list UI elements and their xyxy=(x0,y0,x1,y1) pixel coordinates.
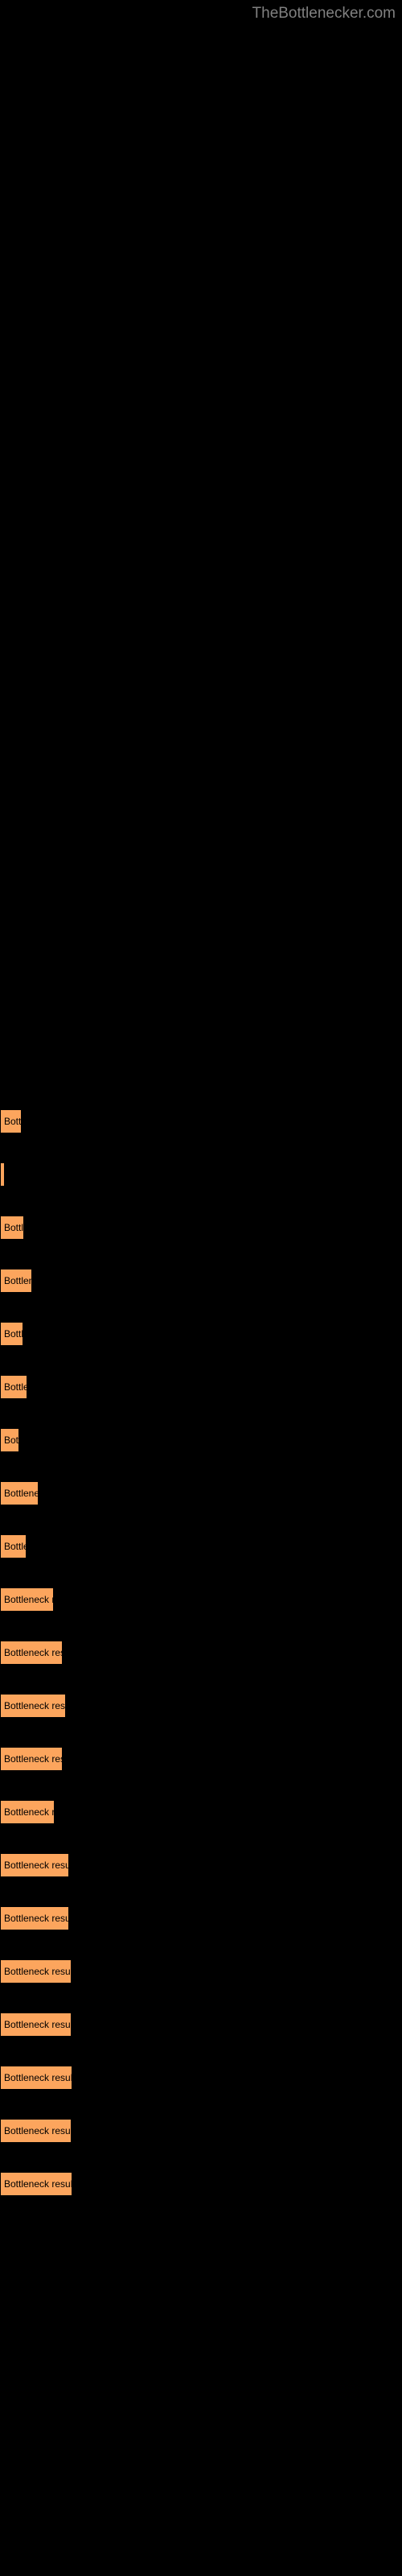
bar: Bottleneck result xyxy=(0,1269,32,1293)
bar-label: Bottleneck result xyxy=(4,2178,72,2190)
bar-row: Bottleneck result xyxy=(0,2164,402,2211)
bar-row: Bottleneck result xyxy=(0,1473,402,1520)
bar: Bottleneck result xyxy=(0,1428,19,1452)
bar-row: Bottleneck result xyxy=(0,1154,402,1201)
bar: Bottleneck result xyxy=(0,1800,55,1824)
bar: Bottleneck result xyxy=(0,2172,72,2196)
bar: Bottleneck result xyxy=(0,1641,63,1665)
bar-label: Bottleneck result xyxy=(4,1435,19,1446)
bar-label: Bottleneck result xyxy=(4,2125,72,2136)
bar-label: Bottleneck result xyxy=(4,1647,63,1658)
bar-row: Bottleneck result xyxy=(0,1101,402,1148)
bar: Bottleneck result xyxy=(0,1109,22,1133)
bar-label: Bottleneck result xyxy=(4,1116,22,1127)
bar-label: Bottleneck result xyxy=(4,1753,63,1765)
bar-label: Bottleneck result xyxy=(4,1222,24,1233)
bar: Bottleneck result xyxy=(0,2066,72,2090)
bar-row: Bottleneck result xyxy=(0,2004,402,2051)
bar-row: Bottleneck result xyxy=(0,2111,402,2157)
bar: Bottleneck result xyxy=(0,1322,23,1346)
bar-label: Bottleneck result xyxy=(4,2072,72,2083)
bar: Bottleneck result xyxy=(0,1216,24,1240)
bar-row: Bottleneck result xyxy=(0,1208,402,1254)
bar-label: Bottleneck result xyxy=(4,1488,39,1499)
bar: Bottleneck result xyxy=(0,1694,66,1718)
bar-row: Bottleneck result xyxy=(0,1686,402,1732)
bar-label: Bottleneck result xyxy=(4,1169,5,1180)
bar-row: Bottleneck result xyxy=(0,1633,402,1679)
bar-row: Bottleneck result xyxy=(0,1792,402,1839)
bar-row: Bottleneck result xyxy=(0,1526,402,1573)
bar: Bottleneck result xyxy=(0,1853,69,1877)
bar-label: Bottleneck result xyxy=(4,1328,23,1340)
bar: Bottleneck result xyxy=(0,1481,39,1505)
bar-label: Bottleneck result xyxy=(4,1966,72,1977)
bar: Bottleneck result xyxy=(0,1959,72,1984)
bar: Bottleneck result xyxy=(0,1534,27,1558)
bar: Bottleneck result xyxy=(0,2119,72,2143)
bar-chart: Bottleneck result Bottleneck result Bottle… xyxy=(0,0,402,2211)
bar-row: Bottleneck result xyxy=(0,1367,402,1414)
bar-row: Bottleneck result xyxy=(0,1739,402,1785)
bar: Bottleneck result xyxy=(0,1587,54,1612)
bar-row: Bottleneck result xyxy=(0,1420,402,1467)
bar-label: Bottleneck result xyxy=(4,1700,66,1711)
bar-label: Bottleneck result xyxy=(4,1381,27,1393)
bar-row: Bottleneck result xyxy=(0,1951,402,1998)
bar-row: Bottleneck result xyxy=(0,1261,402,1307)
bar: Bottleneck result xyxy=(0,1906,69,1930)
bar-label: Bottleneck result xyxy=(4,1594,54,1605)
bar-row: Bottleneck result xyxy=(0,1314,402,1360)
bar: Bottleneck result xyxy=(0,1162,5,1187)
bar: Bottleneck result xyxy=(0,1747,63,1771)
bar-row: Bottleneck result xyxy=(0,2058,402,2104)
bar-label: Bottleneck result xyxy=(4,1541,27,1552)
bar-label: Bottleneck result xyxy=(4,1860,69,1871)
bar-label: Bottleneck result xyxy=(4,2019,72,2030)
bar-label: Bottleneck result xyxy=(4,1275,32,1286)
bar: Bottleneck result xyxy=(0,1375,27,1399)
bar-row: Bottleneck result xyxy=(0,1579,402,1626)
bar-label: Bottleneck result xyxy=(4,1913,69,1924)
bar-label: Bottleneck result xyxy=(4,1806,55,1818)
bar-row: Bottleneck result xyxy=(0,1845,402,1892)
bar: Bottleneck result xyxy=(0,2013,72,2037)
bar-row: Bottleneck result xyxy=(0,1898,402,1945)
